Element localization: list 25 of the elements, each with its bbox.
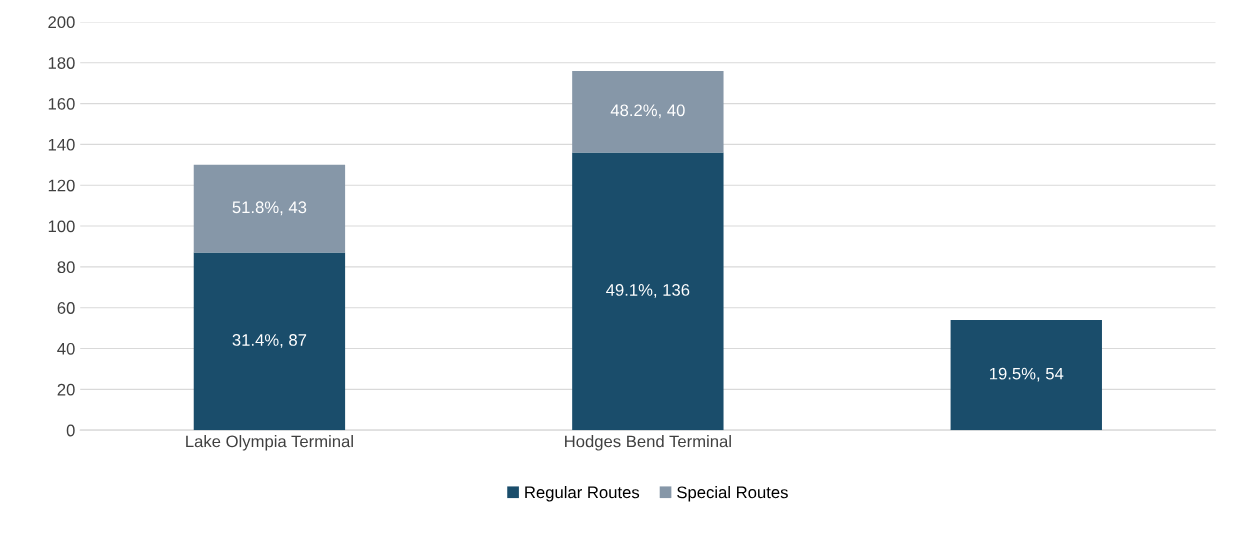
bar [950,319,1102,431]
bar [193,164,346,253]
data-label: 19.5%, 54 [990,367,1064,382]
bar [193,252,346,431]
y-tick-label: 0 [66,424,75,437]
y-tick-label: 180 [48,57,75,69]
data-label: 51.8%, 43 [232,201,307,216]
y-tick-label: 60 [57,302,75,314]
y-tick-label: 40 [57,342,75,355]
y-tick-label: 200 [48,16,75,29]
data-label: 31.4%, 87 [232,334,307,348]
y-tick-label: 20 [57,383,75,396]
legend-label: Special Routes [677,486,788,502]
y-tick-label: 80 [57,261,75,274]
x-tick-label: Lake Olympia Terminal [186,435,353,451]
y-tick-label: 140 [48,138,75,151]
data-label: 49.1%, 136 [606,284,690,298]
y-tick-label: 120 [48,179,75,192]
y-tick-label: 160 [48,97,75,110]
bar [572,152,724,431]
legend-label: Regular Routes [525,486,640,502]
bar [572,70,724,153]
y-tick-label: 100 [48,220,75,233]
data-label: 48.2%, 40 [610,104,685,119]
x-tick-label: Hodges Bend Terminal [565,435,731,451]
